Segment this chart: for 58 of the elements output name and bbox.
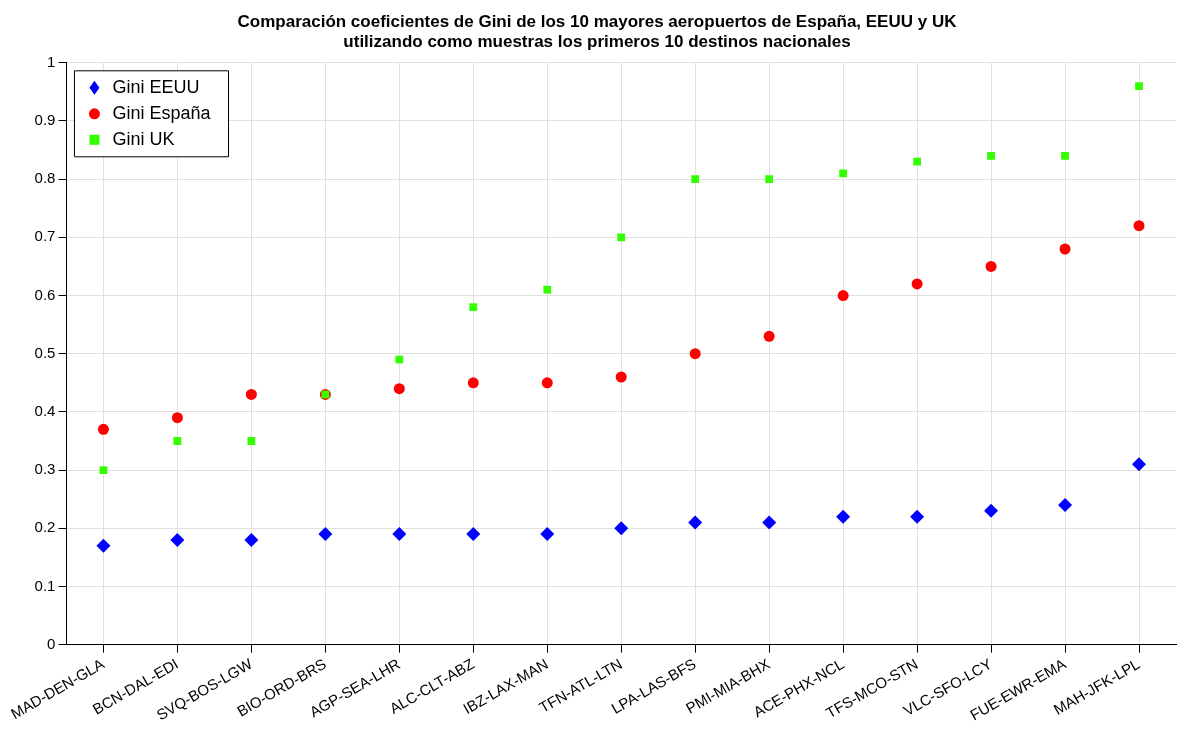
y-tick-label: 0.5 xyxy=(34,343,56,361)
point xyxy=(467,377,479,389)
legend-label: Gini EEUU xyxy=(112,76,200,97)
point xyxy=(1135,82,1143,90)
point xyxy=(1061,152,1069,160)
point xyxy=(96,538,111,553)
point xyxy=(392,527,407,542)
y-tick-label: 0.7 xyxy=(34,227,56,245)
point xyxy=(615,371,627,383)
point xyxy=(1059,243,1071,255)
point xyxy=(910,509,925,524)
point xyxy=(173,437,182,445)
point xyxy=(171,412,183,424)
point xyxy=(911,278,923,290)
legend-label: Gini España xyxy=(112,102,212,123)
point xyxy=(170,532,185,547)
chart-title: Comparación coeficientes de Gini de los 10 mayores aeropuertos de España, EEUU y UK utilizando como muestras los primeros 10 destinos nacionales xyxy=(237,11,958,52)
point xyxy=(839,169,848,178)
point xyxy=(837,290,849,302)
point xyxy=(987,152,995,160)
y-tick-label: 0.6 xyxy=(34,285,56,303)
point xyxy=(318,527,333,542)
point xyxy=(765,175,774,184)
point xyxy=(762,515,777,530)
y-tick-label: 0.8 xyxy=(34,169,56,187)
point xyxy=(469,303,478,312)
point xyxy=(984,503,999,518)
y-tick-label: 0.4 xyxy=(34,402,56,420)
point xyxy=(1132,457,1147,472)
point xyxy=(688,515,703,530)
y-tick-label: 1 xyxy=(47,52,56,70)
point xyxy=(97,423,109,435)
point xyxy=(1133,220,1145,232)
point xyxy=(540,527,555,542)
point xyxy=(763,330,775,342)
point xyxy=(689,348,701,360)
point xyxy=(836,509,851,524)
y-tick-label: 0.9 xyxy=(34,111,56,129)
point xyxy=(99,466,108,474)
y-tick-label: 0.1 xyxy=(34,576,56,594)
point xyxy=(913,157,921,166)
y-tick-label: 0.3 xyxy=(34,460,56,478)
point xyxy=(691,175,700,184)
point xyxy=(395,355,404,364)
point xyxy=(541,377,553,389)
y-tick-label: 0 xyxy=(47,634,56,652)
point xyxy=(466,527,481,542)
point xyxy=(614,521,629,536)
point xyxy=(244,532,259,547)
point xyxy=(1058,498,1073,513)
y-tick-label: 0.2 xyxy=(34,518,56,536)
point xyxy=(617,233,626,242)
point xyxy=(247,437,256,445)
point xyxy=(245,388,257,400)
point xyxy=(393,383,405,395)
point xyxy=(985,260,997,272)
point xyxy=(543,285,552,294)
legend-label: Gini UK xyxy=(112,128,175,149)
